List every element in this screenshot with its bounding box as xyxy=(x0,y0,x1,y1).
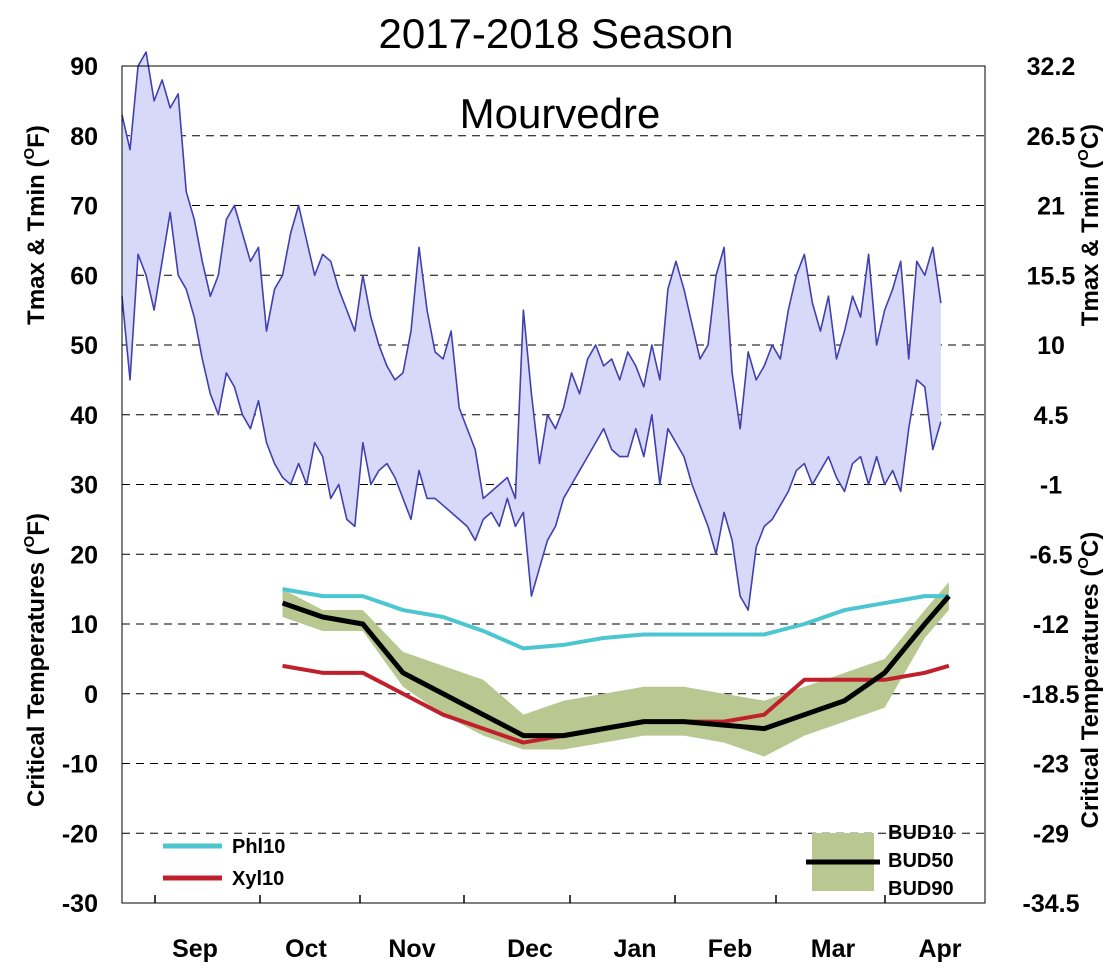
x-tick-label: Dec xyxy=(507,935,553,963)
y-left-tick-label: 30 xyxy=(70,472,98,500)
y-right-tick-label: -23 xyxy=(1033,751,1069,779)
y-right-tick-label: 32.2 xyxy=(1027,53,1076,81)
series-phl10 xyxy=(282,587,949,651)
plot-frame xyxy=(121,65,986,904)
series-lines xyxy=(121,51,951,745)
y-left-label-top: Tmax & Tmin (OF) xyxy=(21,125,50,325)
x-tick-label: Jan xyxy=(613,935,656,963)
y-right-tick-label: -1 xyxy=(1040,472,1062,500)
y-right-tick-label: -29 xyxy=(1033,820,1069,848)
y-left-ticks: 90 80 70 60 50 40 30 20 10 0 -10 -20 -30 xyxy=(62,53,98,918)
x-ticks: Sep Oct Nov Dec Jan Feb Mar Apr xyxy=(154,895,962,963)
y-left-tick-label: 10 xyxy=(70,611,98,639)
plot-border xyxy=(121,65,986,904)
y-left-tick-label: 80 xyxy=(70,123,98,151)
legend-left: Phl10 Xyl10 xyxy=(163,836,285,890)
legend-right: BUD10 BUD50 BUD90 xyxy=(806,822,954,900)
y-left-tick-label: 40 xyxy=(70,402,98,430)
y-right-tick-label: 4.5 xyxy=(1034,402,1069,430)
y-left-tick-label: 0 xyxy=(84,681,98,709)
legend-xyl10-label: Xyl10 xyxy=(232,868,284,890)
bud-band-fill xyxy=(282,582,949,757)
x-tick-label: Mar xyxy=(811,935,856,963)
y-right-tick-label: 26.5 xyxy=(1027,123,1076,151)
legend-bud10-label: BUD10 xyxy=(888,822,954,844)
y-right-tick-label: -6.5 xyxy=(1029,541,1072,569)
y-left-tick-label: 50 xyxy=(70,332,98,360)
legend-bud50-label: BUD50 xyxy=(888,850,954,872)
chart-subtitle: Mourvedre xyxy=(460,90,661,137)
y-left-tick-label: 60 xyxy=(70,262,98,290)
y-left-label-bottom: Critical Temperatures (OF) xyxy=(21,513,50,807)
y-right-label-bottom: Critical Temperatures (OC) xyxy=(1075,532,1104,829)
y-left-tick-label: -10 xyxy=(62,751,98,779)
y-right-tick-label: 15.5 xyxy=(1027,262,1076,290)
series-tmax xyxy=(121,51,942,500)
y-right-tick-label: -18.5 xyxy=(1023,681,1080,709)
series-bud50 xyxy=(281,594,951,739)
y-right-tick-label: 10 xyxy=(1037,332,1065,360)
y-right-ticks: 32.2 26.5 21 15.5 10 4.5 -1 -6.5 -12 -18.5 -23 -29 -… xyxy=(1023,53,1080,918)
y-right-tick-label: -12 xyxy=(1033,611,1069,639)
x-tick-label: Nov xyxy=(388,935,435,963)
series-tmin xyxy=(121,211,942,611)
legend-phl10-label: Phl10 xyxy=(232,836,285,858)
y-left-tick-label: 70 xyxy=(70,193,98,221)
y-right-tick-label: -34.5 xyxy=(1023,890,1080,918)
x-tick-label: Sep xyxy=(172,935,218,963)
chart-title: 2017-2018 Season xyxy=(379,10,734,57)
y-right-tick-label: 21 xyxy=(1037,193,1065,221)
bud-band xyxy=(282,582,949,757)
x-tick-label: Apr xyxy=(918,935,961,963)
temperature-band xyxy=(122,52,941,611)
y-left-tick-label: -20 xyxy=(62,820,98,848)
x-tick-label: Oct xyxy=(285,935,327,963)
legend-bud90-label: BUD90 xyxy=(888,878,954,900)
grid-lines xyxy=(122,135,985,834)
y-left-tick-label: 90 xyxy=(70,53,98,81)
y-right-label-top: Tmax & Tmin (OC) xyxy=(1075,124,1104,326)
y-left-tick-label: -30 xyxy=(62,890,98,918)
temp-band-fill xyxy=(122,52,941,611)
y-left-tick-label: 20 xyxy=(70,541,98,569)
x-tick-label: Feb xyxy=(708,935,752,963)
